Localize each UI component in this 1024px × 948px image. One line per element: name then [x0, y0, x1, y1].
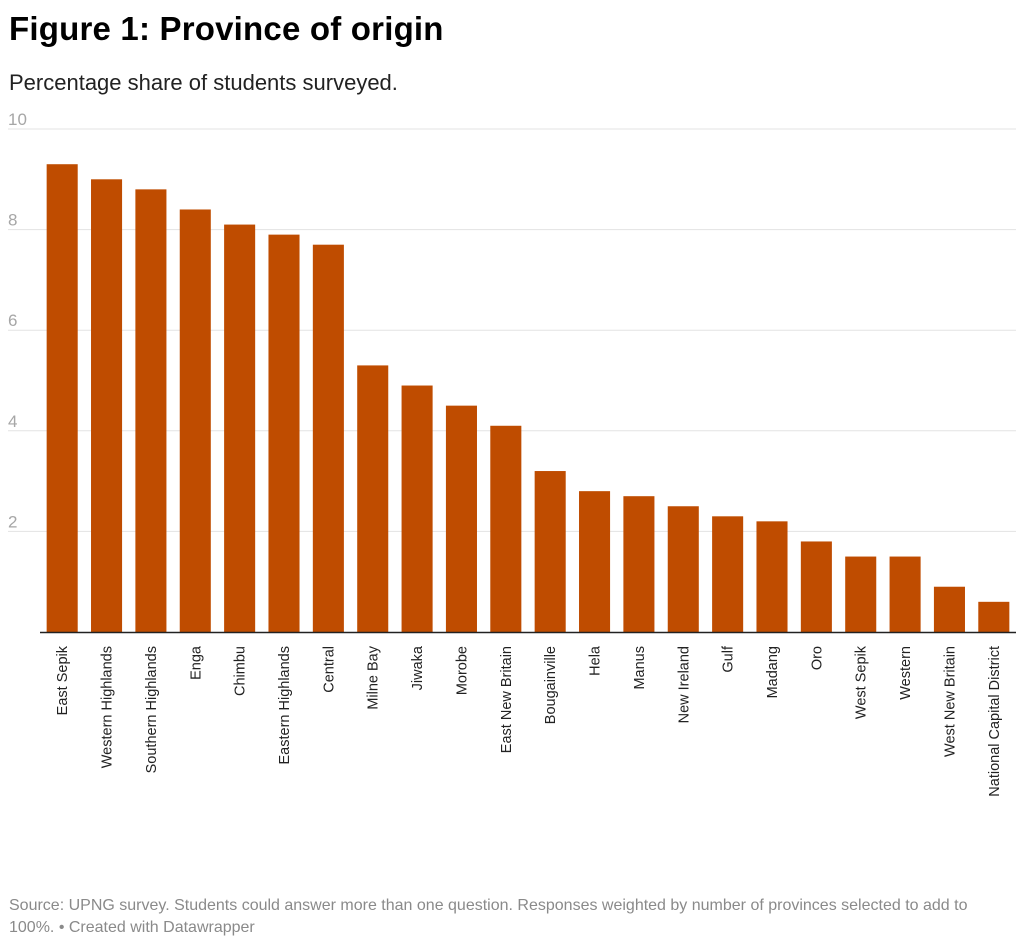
- y-axis-tick-labels: 2 4 6 8 10: [8, 110, 27, 531]
- bar-new-ireland: [667, 506, 699, 632]
- x-category-label: Bougainville: [543, 646, 559, 724]
- bar-manus: [623, 496, 655, 632]
- bar-gulf: [712, 516, 744, 632]
- y-tick-label-10: 10: [8, 110, 27, 129]
- y-tick-label-4: 4: [8, 412, 17, 431]
- x-category-label: New Ireland: [676, 646, 692, 723]
- bar-enga: [179, 209, 211, 633]
- bar-western-highlands: [91, 179, 123, 633]
- bar-southern-highlands: [135, 189, 167, 633]
- x-category-label: East New Britain: [499, 646, 515, 753]
- y-tick-label-6: 6: [8, 311, 17, 330]
- bar-bougainville: [534, 471, 566, 632]
- bar-jiwaka: [401, 385, 433, 632]
- x-category-label: National Capital District: [987, 646, 1003, 797]
- x-category-label: East Sepik: [55, 645, 71, 715]
- chart-title: Figure 1: Province of origin: [9, 10, 444, 47]
- source-note: Source: UPNG survey. Students could answ…: [9, 897, 968, 936]
- bar-chart: 2 4 6 8 10 East Sepik Western Highlands Southe…: [8, 110, 1016, 797]
- bar-western: [889, 556, 921, 632]
- x-category-label: Western Highlands: [100, 646, 116, 768]
- footer-separator: •: [54, 919, 69, 936]
- x-category-label: Enga: [188, 645, 204, 680]
- x-category-label: Hela: [588, 645, 604, 676]
- x-category-label: Eastern Highlands: [277, 646, 293, 765]
- bar-central: [312, 244, 344, 632]
- x-category-label: West New Britain: [942, 646, 958, 757]
- bar-east-new-britain: [490, 425, 522, 632]
- bar-west-sepik: [845, 556, 877, 632]
- bar-hela: [579, 491, 611, 632]
- x-category-label: Jiwaka: [410, 645, 426, 690]
- x-category-label: Manus: [632, 646, 648, 690]
- x-category-label: West Sepik: [854, 645, 870, 719]
- x-category-label: Gulf: [721, 645, 737, 673]
- x-category-label: Western: [898, 646, 914, 700]
- bar-eastern-highlands: [268, 234, 300, 632]
- x-category-label: Milne Bay: [366, 645, 382, 709]
- bar-morobe: [445, 405, 477, 632]
- chart-subtitle: Percentage share of students surveyed.: [9, 70, 398, 95]
- bar-madang: [756, 521, 788, 632]
- bar-national-capital-district: [978, 601, 1010, 632]
- y-tick-label-8: 8: [8, 211, 17, 230]
- chart-footer: Source: UPNG survey. Students could answ…: [9, 895, 989, 939]
- x-category-label: Oro: [809, 646, 825, 670]
- bar-east-sepik: [46, 164, 78, 632]
- x-category-label: Madang: [765, 646, 781, 698]
- bar-milne-bay: [357, 365, 389, 632]
- y-tick-label-2: 2: [8, 512, 17, 531]
- datawrapper-credit-link[interactable]: Created with Datawrapper: [68, 919, 255, 936]
- x-category-label: Morobe: [454, 646, 470, 695]
- bar-oro: [800, 541, 832, 632]
- bars: [46, 164, 1010, 633]
- bar-west-new-britain: [933, 586, 965, 632]
- bar-chimbu: [224, 224, 256, 632]
- x-category-label: Chimbu: [233, 646, 249, 696]
- x-category-label: Central: [321, 646, 337, 693]
- x-category-label: Southern Highlands: [144, 646, 160, 773]
- x-axis-category-labels: East Sepik Western Highlands Southern High…: [55, 645, 1003, 797]
